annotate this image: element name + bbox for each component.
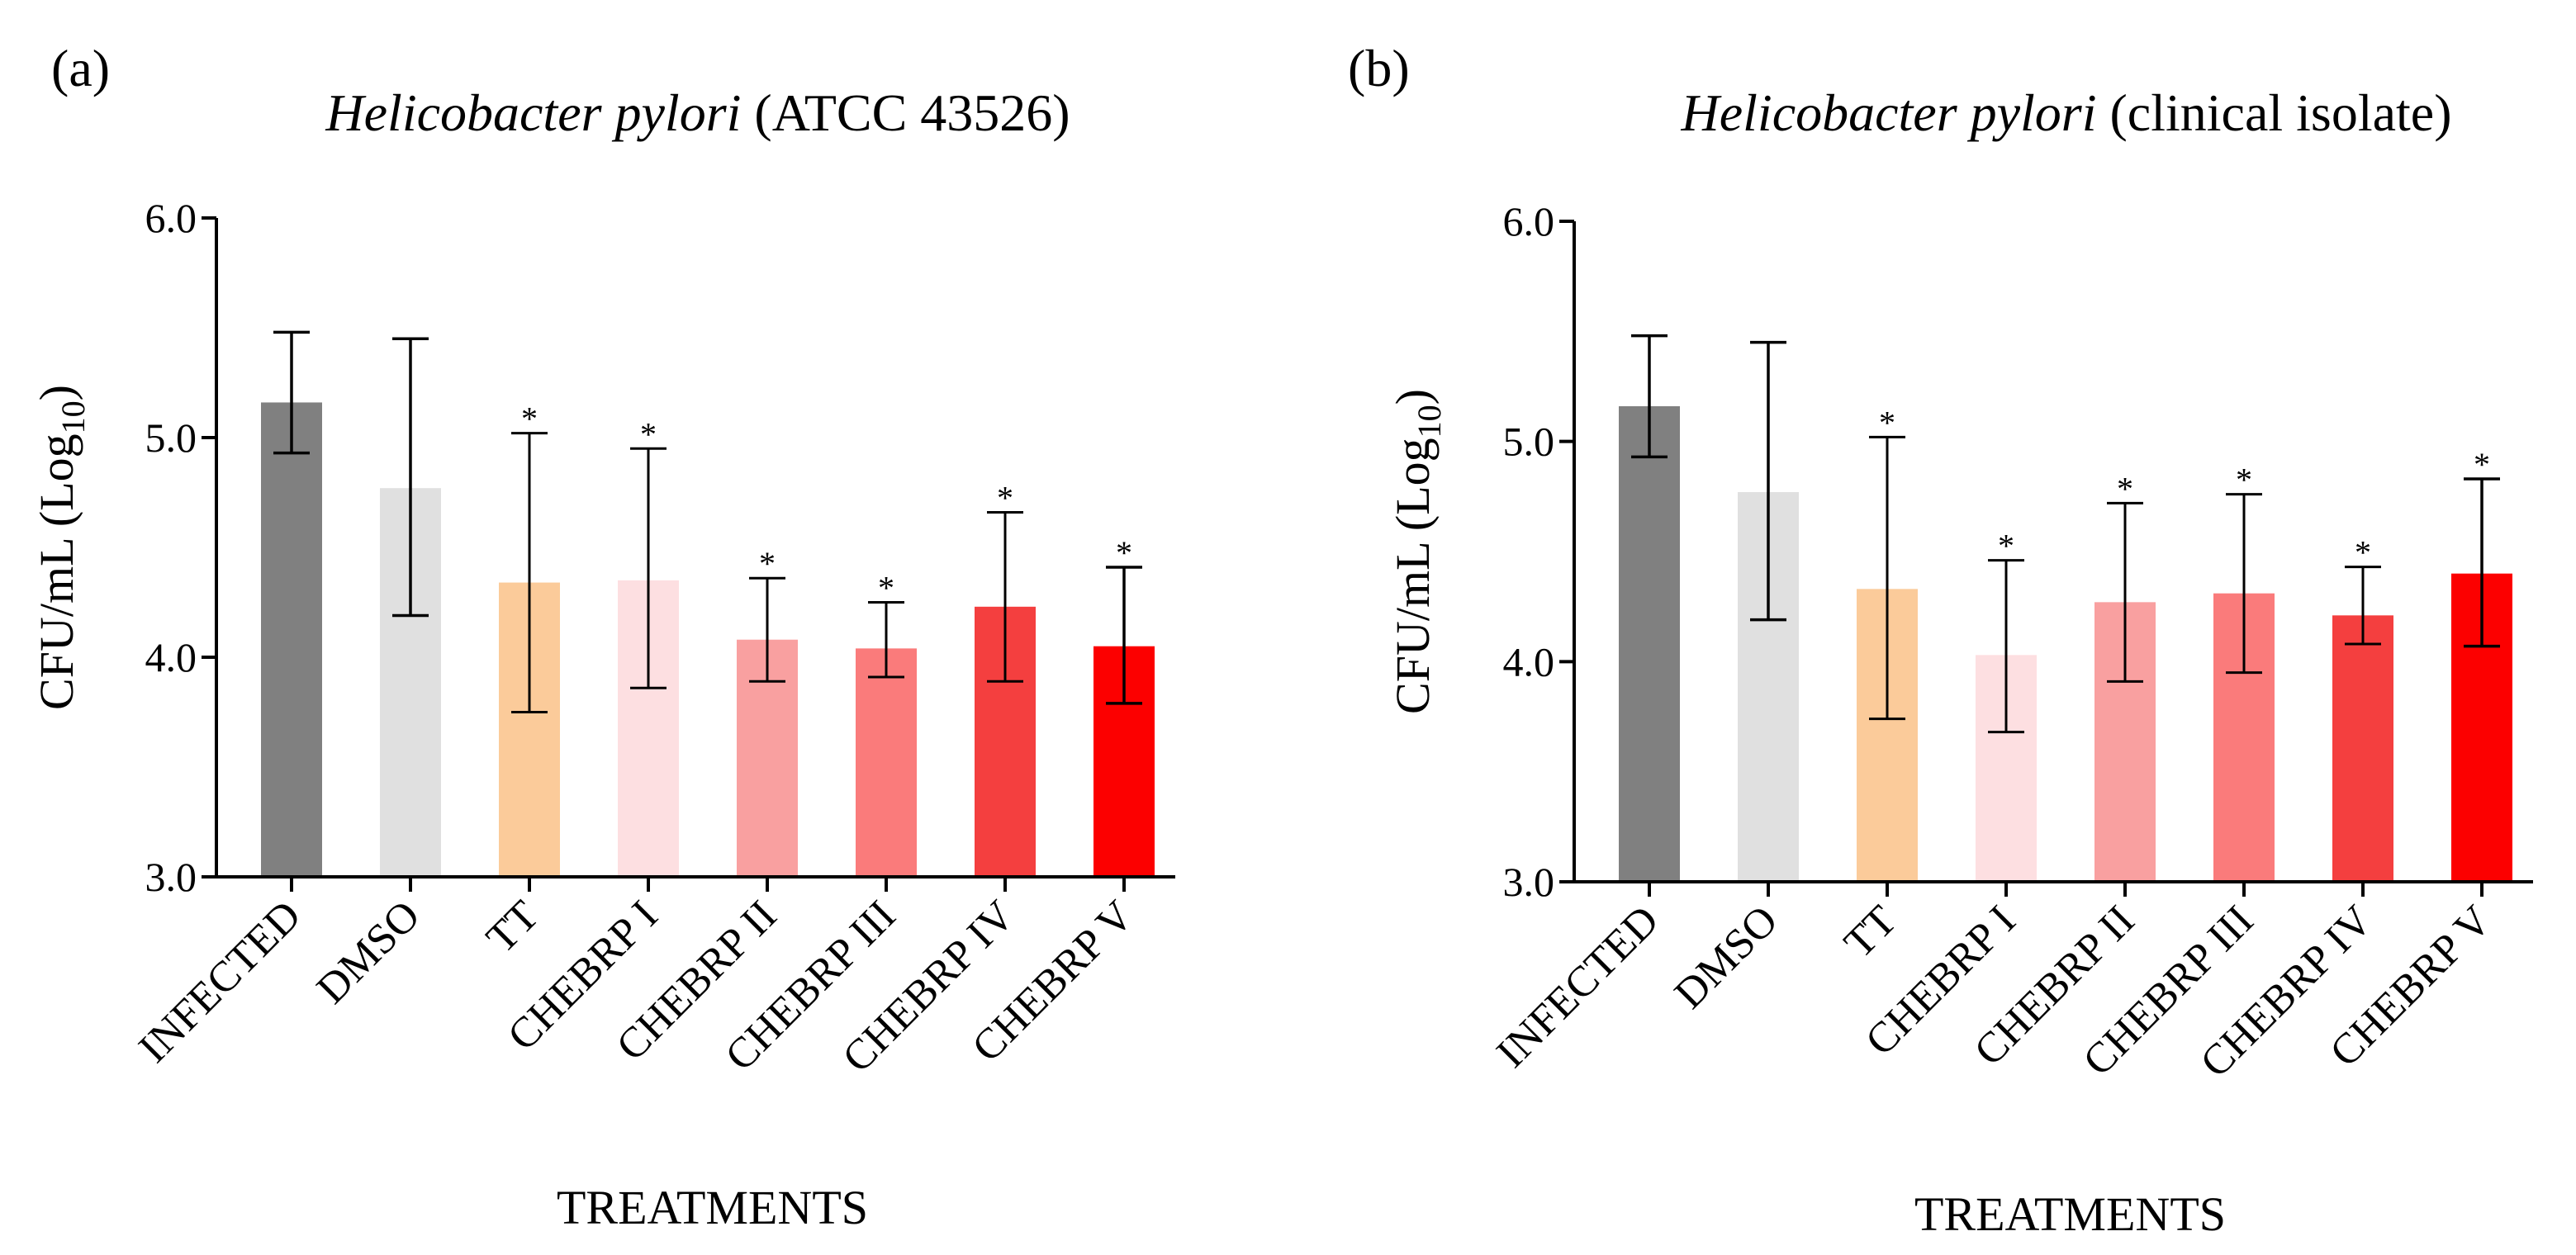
category-label-tt: TT [1835,897,1905,967]
y-axis-title-close: ) [30,385,83,400]
y-tick-label-3: 6.0 [1503,198,1555,244]
x-axis-title: TREATMENTS [1914,1187,2226,1241]
category-label-infected: INFECTED [1487,897,1668,1077]
y-tick-label-0: 3.0 [1503,859,1555,905]
significance-star-chebrp-iv: * [997,479,1013,516]
y-tick-label-1: 4.0 [145,634,197,680]
y-tick-label-0: 3.0 [145,854,197,900]
bar-infected [1619,406,1680,882]
significance-star-chebrp-v: * [2474,446,2490,483]
significance-star-chebrp-iv: * [2355,534,2371,571]
panel-a: (a) Helicobacter pylori (ATCC 43526) CFU/m… [30,39,1175,1234]
significance-star-chebrp-iii: * [878,570,894,607]
significance-star-chebrp-v: * [1116,534,1132,571]
chart-title: Helicobacter pylori (ATCC 43526) [325,83,1070,142]
y-tick-label-2: 5.0 [1503,419,1555,465]
bar-infected [261,402,322,877]
chart-title-space [741,83,754,142]
bar-chebrp-iii [856,648,917,877]
y-tick-label-2: 5.0 [145,414,197,461]
significance-star-chebrp-ii: * [759,545,776,582]
chart-title-italic: Helicobacter pylori [1681,83,2097,142]
y-axis-title-close: ) [1386,389,1440,405]
y-axis-title: CFU/mL (Log10) [1386,389,1448,714]
significance-star-chebrp-i: * [640,415,657,452]
y-tick-label-3: 6.0 [145,195,197,241]
y-tick-label-1: 4.0 [1503,638,1555,684]
category-label-infected: INFECTED [130,892,310,1072]
bar-chebrp-iv [2332,615,2393,882]
chart-title-rest: (ATCC 43526) [754,83,1070,142]
y-axis-title: CFU/mL (Log10) [30,385,92,710]
chart-title-rest: (clinical isolate) [2109,83,2451,142]
category-label-tt: TT [477,892,548,962]
significance-star-chebrp-ii: * [2117,470,2133,507]
significance-star-chebrp-i: * [1998,528,2014,565]
y-axis-title-main: CFU/mL (Log [1386,438,1440,714]
chart-title-space [2096,83,2109,142]
significance-star-tt: * [521,400,538,438]
category-label-dmso: DMSO [1666,897,1787,1018]
x-axis-title: TREATMENTS [557,1181,868,1234]
panel-label: (b) [1348,39,1410,97]
category-label-dmso: DMSO [308,892,429,1013]
chart-title: Helicobacter pylori (clinical isolate) [1681,83,2452,142]
y-axis-title-main: CFU/mL (Log [30,433,83,710]
y-axis-title-subscript: 10 [1411,405,1448,438]
chart-title-italic: Helicobacter pylori [325,83,741,142]
panel-b: (b) Helicobacter pylori (clinical isolate… [1348,39,2533,1241]
significance-star-tt: * [1879,404,1895,441]
significance-star-chebrp-iii: * [2236,462,2252,499]
panel-label: (a) [51,39,110,97]
y-axis-title-subscript: 10 [55,400,92,433]
